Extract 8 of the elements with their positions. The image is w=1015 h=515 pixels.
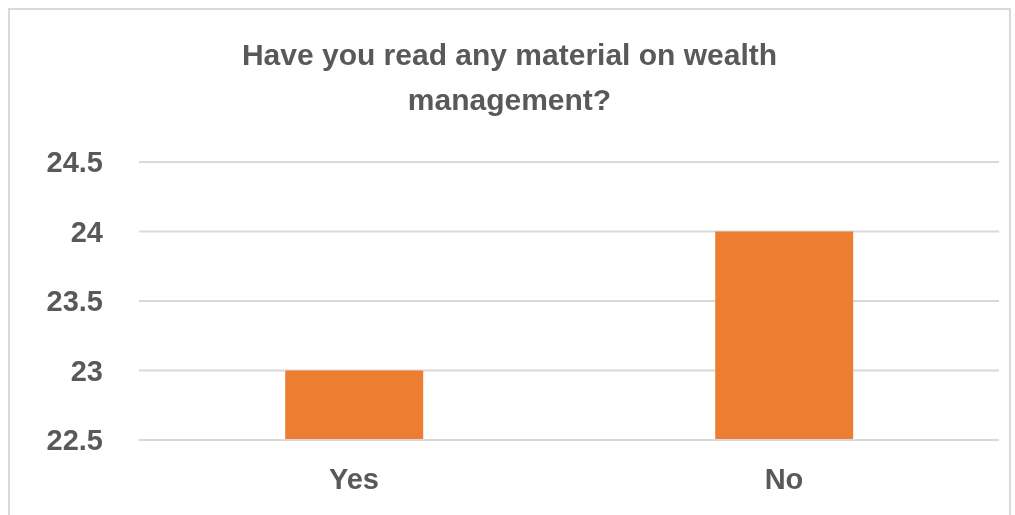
y-tick-label: 23 — [70, 354, 103, 387]
y-tick-label: 23.5 — [46, 285, 103, 318]
chart-title: Have you read any material on wealth management? — [240, 37, 779, 118]
x-tick-label: Yes — [329, 462, 379, 495]
x-tick-label: No — [764, 462, 804, 495]
y-tick-label: 24 — [70, 215, 103, 248]
y-tick-label: 22.5 — [46, 424, 103, 457]
y-tick-label: 24.5 — [46, 146, 103, 179]
